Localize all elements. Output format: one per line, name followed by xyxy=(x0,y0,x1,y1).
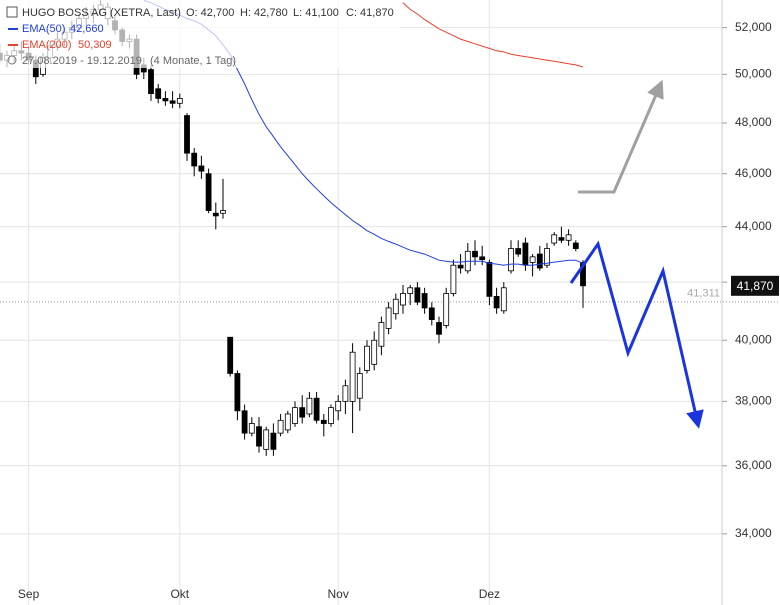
candle-body xyxy=(148,69,154,94)
legend-icon xyxy=(6,6,18,18)
candle-body xyxy=(378,322,385,347)
candle-body xyxy=(313,397,320,421)
candle-body xyxy=(299,407,306,418)
candle-body xyxy=(428,307,435,320)
candle-body xyxy=(508,248,514,272)
candle-body xyxy=(241,410,248,434)
candle-body xyxy=(306,397,313,415)
candle-body xyxy=(544,248,550,266)
candle-body xyxy=(529,256,536,263)
legend-background xyxy=(0,0,400,68)
y-tick-label: 46,000 xyxy=(735,166,772,180)
y-tick-label: 50,000 xyxy=(735,67,772,81)
candle-body xyxy=(522,242,529,266)
x-tick-label: Dez xyxy=(479,587,500,601)
candle-body xyxy=(551,234,558,244)
candle-body xyxy=(328,407,334,424)
candle-body xyxy=(356,373,363,399)
legend-value: 42,660 xyxy=(70,23,104,35)
ema-line xyxy=(402,2,584,68)
forecast-arrow-up xyxy=(578,79,664,194)
candle-body xyxy=(385,307,392,329)
candle-body xyxy=(580,262,586,287)
candle-body xyxy=(421,293,428,309)
candle-body xyxy=(371,339,378,365)
candle-body xyxy=(565,234,572,241)
candle-body xyxy=(234,373,241,412)
candle-body xyxy=(515,248,522,255)
y-tick-label: 40,000 xyxy=(735,332,772,346)
candle-body xyxy=(270,432,277,450)
candle-body xyxy=(443,293,450,326)
open-label: O: 42,700 xyxy=(186,7,234,19)
candle-body xyxy=(284,413,291,431)
candle-body xyxy=(162,98,169,102)
last-price-label: 41,870 xyxy=(737,279,774,293)
period-icon xyxy=(7,55,17,65)
y-tick-label: 38,000 xyxy=(735,394,772,408)
candle-body xyxy=(155,88,162,99)
legend-value: 50,309 xyxy=(78,39,112,51)
candle-body xyxy=(263,429,270,450)
y-tick-label: 36,000 xyxy=(735,458,772,472)
candle-body xyxy=(414,287,421,303)
chart-title: HUGO BOSS AG (XETRA, Last) xyxy=(22,7,181,19)
candle-body xyxy=(349,351,356,402)
candle-body xyxy=(256,426,262,447)
candle-body xyxy=(227,336,234,374)
high-label: H: 42,780 xyxy=(240,7,288,19)
forecast-arrow-down xyxy=(569,240,704,429)
reference-label: 41,311 xyxy=(687,288,720,300)
period: 27.08.2019 - 19.12.2019 xyxy=(22,55,142,67)
candle-body xyxy=(400,293,406,306)
candle-body xyxy=(450,264,457,294)
candle-body xyxy=(536,253,543,269)
candle-body xyxy=(292,407,298,424)
x-tick-label: Okt xyxy=(170,587,189,601)
candle-body xyxy=(335,400,342,412)
candle-body xyxy=(572,242,579,249)
candle-body xyxy=(169,100,176,104)
last-price-box xyxy=(731,275,779,296)
candle-body xyxy=(407,287,414,294)
candle-body xyxy=(342,385,349,402)
legend-entry: EMA(200) xyxy=(22,39,72,51)
y-tick-label: 44,000 xyxy=(735,219,772,233)
candle-body xyxy=(198,165,205,172)
candle-body xyxy=(486,262,493,297)
candle-body xyxy=(500,287,507,312)
candle-body xyxy=(392,298,399,315)
candle-body xyxy=(191,152,198,167)
candle-body xyxy=(248,423,255,434)
candle-body xyxy=(436,322,442,335)
low-label: L: 41,100 xyxy=(293,7,339,19)
candle-body xyxy=(493,295,500,309)
candle-body xyxy=(320,419,327,424)
candle-body xyxy=(220,210,226,214)
candle-body xyxy=(212,212,219,217)
candle-body xyxy=(176,98,183,104)
x-tick-label: Nov xyxy=(328,587,349,601)
candle-body xyxy=(558,237,565,241)
candle-body xyxy=(479,256,486,261)
candle-body xyxy=(364,345,370,371)
y-tick-label: 52,000 xyxy=(735,20,772,34)
legend-entry: EMA(50) xyxy=(22,23,65,35)
close-label: C: 41,870 xyxy=(346,7,394,19)
x-tick-label: Sep xyxy=(18,587,40,601)
candle-body xyxy=(457,264,464,269)
y-tick-label: 48,000 xyxy=(735,115,772,129)
period-note: (4 Monate, 1 Tag) xyxy=(150,55,236,67)
y-tick-label: 34,000 xyxy=(735,526,772,540)
candle-body xyxy=(184,115,190,154)
candle-body xyxy=(205,173,212,211)
candle-body xyxy=(472,250,478,258)
candle-body xyxy=(277,419,284,434)
